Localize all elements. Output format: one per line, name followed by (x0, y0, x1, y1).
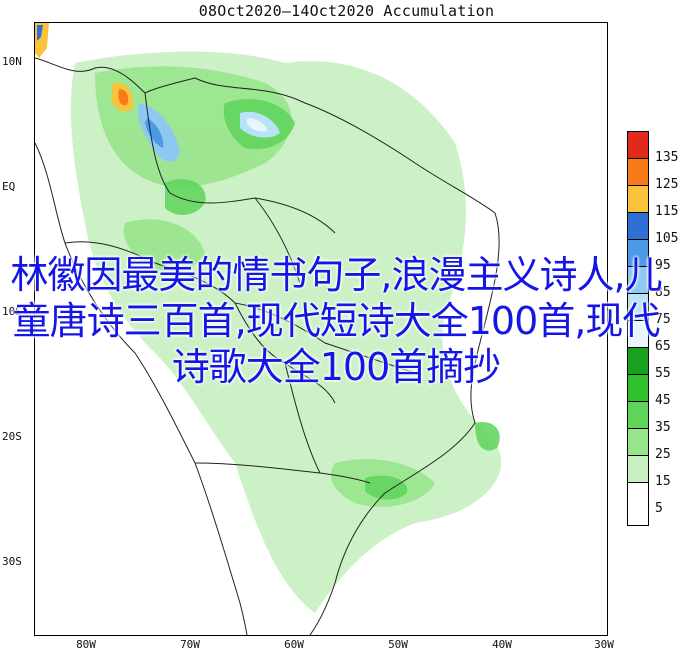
coastlines (35, 57, 500, 635)
legend-swatch (628, 186, 648, 213)
lon-label-60w: 60W (284, 638, 304, 651)
legend-label: 15 (655, 474, 671, 489)
lat-label-20s: 20S (2, 430, 22, 443)
legend-label: 35 (655, 420, 671, 435)
lat-label-10n: 10N (2, 55, 22, 68)
legend-label: 65 (655, 339, 671, 354)
legend-swatch (628, 240, 648, 267)
legend-swatch (628, 294, 648, 321)
legend-swatch (628, 375, 648, 402)
legend-label: 115 (655, 204, 679, 219)
legend-label: 5 (655, 501, 663, 516)
legend-swatch (628, 213, 648, 240)
precip-shading-dark (165, 99, 500, 500)
overlay-caption: 林徽因最美的情书句子,浪漫主义诗人,儿童唐诗三百首,现代短诗大全100首,现代诗… (10, 253, 662, 389)
lon-label-40w: 40W (492, 638, 512, 651)
lon-label-70w: 70W (180, 638, 200, 651)
legend-swatch (628, 321, 648, 348)
map-title: 08Oct2020—14Oct2020 Accumulation (198, 2, 495, 20)
legend-label: 135 (655, 150, 679, 165)
precip-maxima-orange (35, 23, 134, 112)
legend-label: 25 (655, 447, 671, 462)
lat-label-eq: EQ (2, 180, 16, 193)
legend-swatch (628, 132, 648, 159)
legend-label: 95 (655, 258, 671, 273)
lon-label-50w: 50W (388, 638, 408, 651)
legend-colorbar (627, 131, 649, 526)
legend-swatch (628, 456, 648, 483)
legend-swatch (628, 429, 648, 456)
legend-swatch (628, 348, 648, 375)
legend-label: 45 (655, 393, 671, 408)
lat-label-10s: 10S (2, 305, 22, 318)
precip-shading-medium (95, 66, 435, 507)
legend-swatch (628, 402, 648, 429)
lon-label-30w: 30W (594, 638, 614, 651)
legend-swatch (628, 267, 648, 294)
legend-label: 75 (655, 312, 671, 327)
legend-label: 55 (655, 366, 671, 381)
legend-label: 125 (655, 177, 679, 192)
legend-swatch (628, 483, 648, 510)
map-canvas (35, 23, 502, 635)
legend-label: 105 (655, 231, 679, 246)
lat-label-30s: 30S (2, 555, 22, 568)
precipitation-map (34, 22, 608, 636)
legend-label: 85 (655, 285, 671, 300)
lon-label-80w: 80W (76, 638, 96, 651)
legend-swatch (628, 159, 648, 186)
